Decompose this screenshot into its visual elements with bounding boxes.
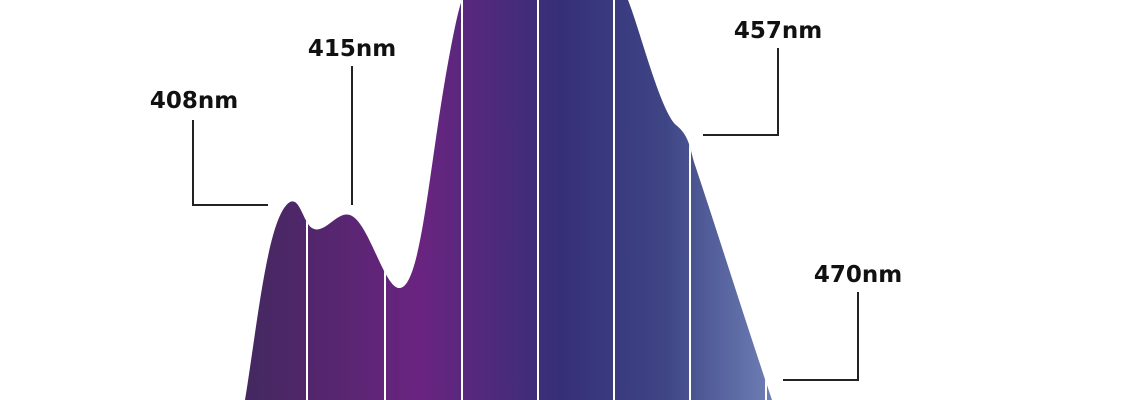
leader-line — [703, 48, 779, 136]
wavelength-label: 408nm — [150, 88, 238, 114]
wavelength-label: 470nm — [814, 262, 902, 288]
leader-line — [192, 120, 268, 206]
leader-line — [783, 292, 859, 381]
wavelength-label: 457nm — [734, 18, 822, 44]
wavelength-label: 415nm — [308, 36, 396, 62]
